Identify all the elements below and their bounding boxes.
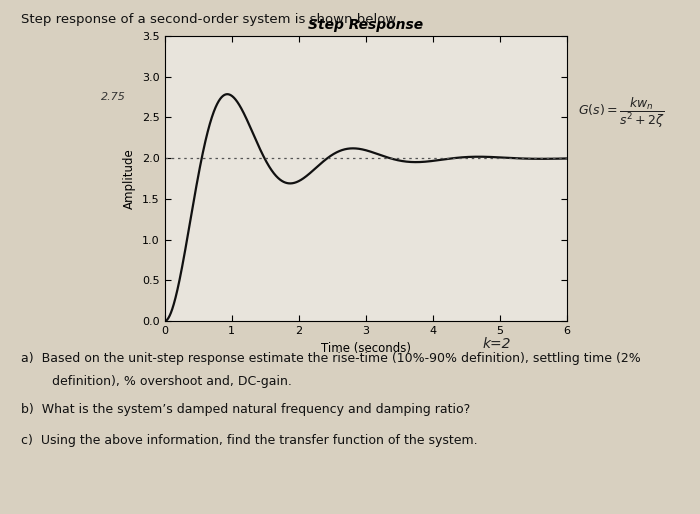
Text: $G(s) = \dfrac{kw_n}{s^2+2\zeta}$: $G(s) = \dfrac{kw_n}{s^2+2\zeta}$ [578,96,664,130]
Text: a)  Based on the unit-step response estimate the rise-time (10%-90% definition),: a) Based on the unit-step response estim… [21,352,640,365]
Text: k=2: k=2 [483,337,512,351]
Text: definition), % overshoot and, DC-gain.: definition), % overshoot and, DC-gain. [52,375,293,388]
Text: 2.75: 2.75 [101,92,125,102]
X-axis label: Time (seconds): Time (seconds) [321,342,411,355]
Text: c)  Using the above information, find the transfer function of the system.: c) Using the above information, find the… [21,434,477,447]
Text: b)  What is the system’s damped natural frequency and damping ratio?: b) What is the system’s damped natural f… [21,403,470,416]
Text: Step response of a second-order system is shown below: Step response of a second-order system i… [21,13,396,26]
Y-axis label: Amplitude: Amplitude [123,148,136,209]
Title: Step Response: Step Response [308,18,424,32]
